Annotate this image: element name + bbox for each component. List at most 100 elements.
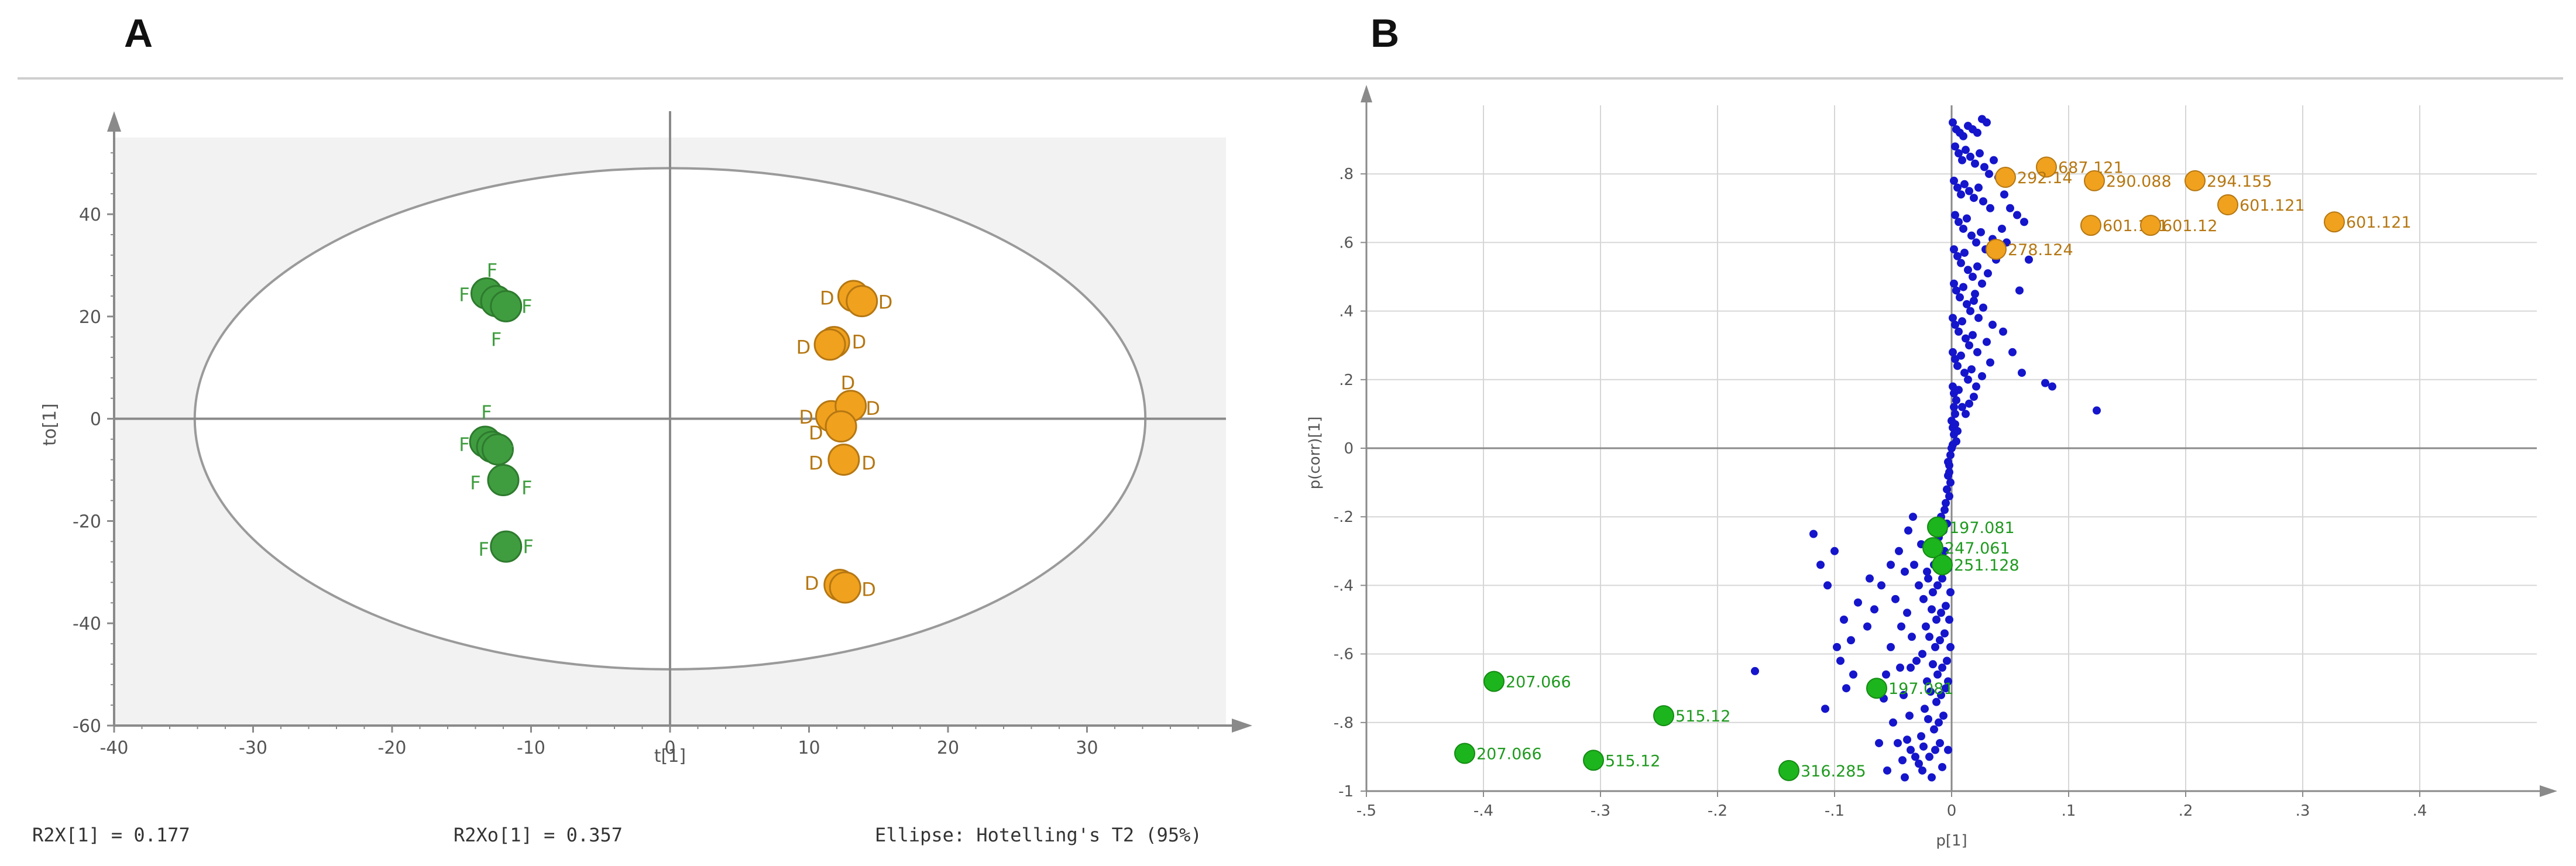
- s-plot-variable-point: [1951, 420, 1959, 428]
- s-plot-variable-point: [1962, 410, 1970, 418]
- s-plot-variable-point: [1889, 718, 1897, 727]
- s-plot-x-arrow: [2540, 785, 2557, 797]
- s-plot-highlight-label: 292.14: [2017, 169, 2072, 187]
- s-plot-variable-point: [1952, 396, 1960, 404]
- s-plot-variable-point: [1953, 183, 1962, 192]
- s-plot-variable-point: [1894, 738, 1902, 747]
- panel-a-letter: A: [124, 11, 153, 56]
- score-label-D: D: [796, 336, 811, 358]
- s-plot-variable-point: [1953, 362, 1962, 370]
- s-plot-y-arrow: [1361, 85, 1372, 102]
- s-plot-variable-point: [1959, 132, 1967, 140]
- s-plot-y-tick-label: 0: [1344, 440, 1354, 458]
- r2x-value: R2X[1] = 0.177: [32, 824, 190, 846]
- s-plot-variable-point: [1816, 561, 1825, 569]
- score-point-D: [825, 410, 857, 443]
- s-plot-variable-point: [1944, 677, 1952, 686]
- score-label-D: D: [809, 422, 823, 444]
- s-plot-variable-point: [1921, 705, 1929, 713]
- s-plot-variable-point: [1962, 146, 1970, 154]
- s-plot-variable-point: [1903, 736, 1911, 744]
- score-label-F: F: [521, 477, 532, 499]
- s-plot-variable-point: [1963, 300, 1971, 308]
- s-plot-variable-point: [1976, 149, 1984, 158]
- s-plot-variable-point: [2018, 369, 2026, 377]
- s-plot-variable-point: [1901, 773, 1909, 782]
- s-plot-variable-point: [1909, 513, 1917, 521]
- s-plot-variable-point: [1972, 382, 1980, 391]
- s-plot-variable-point: [1967, 231, 1976, 240]
- score-point-F: [487, 464, 520, 497]
- s-plot-highlight-D: [2080, 215, 2101, 236]
- s-plot-variable-point: [1925, 752, 1933, 761]
- s-plot-variable-point: [1887, 642, 1895, 651]
- s-plot-variable-point: [1950, 245, 1958, 254]
- score-label-D: D: [799, 406, 813, 428]
- score-plot-y-tick-label: 0: [90, 410, 101, 430]
- s-plot-y-label: p(corr)[1]: [1306, 417, 1324, 490]
- s-plot-variable-point: [1833, 642, 1841, 651]
- s-plot-variable-point: [1935, 718, 1943, 727]
- s-plot-variable-point: [1933, 670, 1942, 679]
- s-plot-variable-point: [1901, 567, 1909, 576]
- score-label-F: F: [503, 441, 514, 463]
- s-plot-x-tick-label: .2: [2179, 802, 2193, 820]
- s-plot-variable-point: [1928, 773, 1936, 782]
- s-plot-variable-point: [1955, 218, 1963, 226]
- s-plot-variable-point: [1984, 269, 1992, 278]
- s-plot-variable-point: [1945, 468, 1953, 477]
- s-plot-variable-point: [1809, 530, 1818, 538]
- score-point-F: [482, 433, 514, 466]
- s-plot-variable-point: [2008, 348, 2017, 356]
- s-plot-variable-point: [1973, 128, 1981, 137]
- s-plot-variable-point: [1942, 499, 1950, 507]
- s-plot-variable-point: [1915, 581, 1923, 590]
- s-plot-variable-point: [1966, 152, 1974, 161]
- s-plot-variable-point: [1928, 605, 1936, 614]
- s-plot-x-tick-label: -.1: [1825, 802, 1845, 820]
- s-plot-variable-point: [1895, 547, 1903, 555]
- s-plot-variable-point: [1956, 293, 1964, 302]
- s-plot-variable-point: [1887, 561, 1895, 569]
- s-plot-variable-point: [1924, 714, 1932, 723]
- score-plot-x-tick-label: 0: [664, 738, 675, 758]
- s-plot-variable-point: [1896, 664, 1904, 672]
- s-plot-variable-point: [1936, 738, 1944, 747]
- score-plot-x-tick-label: -30: [239, 738, 267, 758]
- s-plot-variable-point: [1849, 670, 1857, 679]
- score-label-F: F: [479, 538, 489, 561]
- s-plot-variable-point: [1952, 286, 1960, 295]
- s-plot-highlight-F: [1927, 516, 1948, 538]
- score-plot-x-tick-label: 10: [798, 738, 820, 758]
- s-plot-variable-point: [1926, 688, 1935, 696]
- s-plot-variable-point: [1971, 290, 1979, 298]
- s-plot-variable-point: [1951, 211, 1959, 219]
- s-plot-variable-point: [1998, 224, 2006, 233]
- s-plot-highlight-F: [1653, 705, 1674, 727]
- s-plot-variable-point: [1983, 118, 1991, 127]
- s-plot-variable-point: [1988, 321, 1997, 329]
- s-plot-variable-point: [2025, 255, 2033, 264]
- s-plot-variable-point: [1938, 762, 1946, 771]
- s-plot-highlight-F: [1583, 750, 1604, 771]
- s-plot-variable-point: [1929, 588, 1937, 597]
- score-plot-points: [469, 277, 878, 604]
- s-plot-variable-point: [1933, 581, 1942, 590]
- s-plot-y-tick-label: .8: [1339, 166, 1354, 183]
- s-plot-variable-point: [1946, 451, 1955, 459]
- s-plot-variable-point: [1950, 403, 1958, 411]
- s-plot-variable-point: [1840, 616, 1848, 624]
- s-plot-variable-point: [1944, 458, 1952, 466]
- score-plot-y-label: to[1]: [40, 403, 60, 446]
- score-plot-x-tick-label: 20: [937, 738, 959, 758]
- s-plot-variable-point: [1866, 574, 1874, 583]
- s-plot-variable-point: [1924, 574, 1932, 583]
- s-plot-variable-point: [1959, 224, 1967, 233]
- s-plot-highlight-F: [1483, 671, 1505, 692]
- s-plot-variable-point: [1958, 403, 1966, 411]
- s-plot-variable-point: [1900, 690, 1908, 699]
- score-point-F: [490, 530, 523, 563]
- score-label-F: F: [459, 283, 469, 305]
